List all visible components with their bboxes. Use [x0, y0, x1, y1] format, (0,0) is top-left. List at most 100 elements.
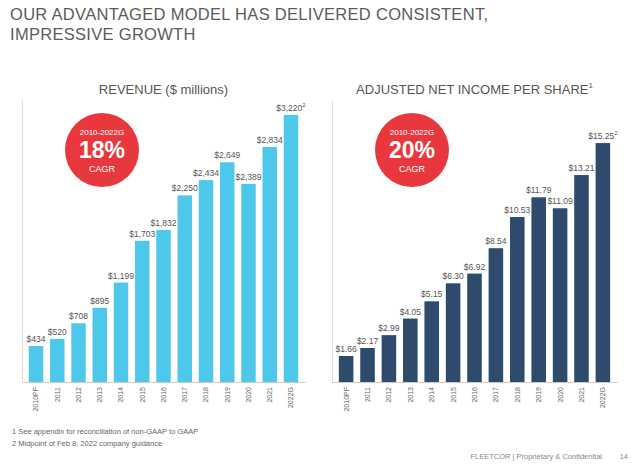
footnote: 2 Midpoint of Feb 8, 2022 company guidan…: [12, 439, 162, 448]
x-axis-line: [333, 382, 618, 383]
x-tick-label: 2021: [578, 387, 585, 403]
x-tick: 2014: [428, 382, 435, 403]
data-label: $15.252: [588, 130, 618, 141]
badge-text: CAGR: [399, 164, 426, 174]
x-tick-label: 2019: [535, 387, 542, 403]
bar: [382, 335, 397, 382]
data-label-text: $895: [90, 296, 109, 306]
bar: [241, 184, 255, 382]
chart-title: ADJUSTED NET INCOME PER SHARE1: [356, 81, 593, 97]
title-note: 1: [588, 81, 593, 90]
bar: [574, 175, 589, 382]
data-label: $708: [69, 311, 88, 321]
x-tick-label: 2014: [428, 387, 435, 403]
data-label: $520: [48, 327, 67, 337]
bar: [403, 319, 418, 382]
chart: ADJUSTED NET INCOME PER SHARE1 $1.66$2.17…: [333, 81, 619, 412]
x-tick: 2011: [54, 382, 61, 402]
x-tick-label: 2016: [471, 387, 478, 403]
x-axis: 2010PF2011201220132014201520162017201820…: [23, 382, 306, 412]
x-tick: 2013: [96, 382, 103, 403]
x-tick-label: 2015: [139, 387, 146, 403]
bar: [50, 339, 64, 382]
y-axis-line: [332, 101, 333, 383]
data-label-text: $3,220: [276, 103, 302, 113]
cagr-badge: 2010-2022G20%CAGR: [375, 113, 449, 187]
x-tick: 2017: [492, 382, 499, 403]
x-axis-line: [23, 382, 306, 383]
data-label-text: $1,832: [151, 218, 177, 228]
y-axis: [332, 101, 333, 383]
data-label-text: $2.99: [378, 323, 400, 333]
bar: [220, 162, 234, 382]
bar: [467, 274, 482, 382]
x-tick-label: 2014: [117, 387, 124, 403]
badge-text: 2010-2022G: [80, 128, 124, 137]
bar: [510, 217, 525, 382]
chart-title-text: REVENUE ($ millions): [99, 82, 228, 97]
data-label: $2,389: [235, 172, 261, 182]
data-label-text: $1.66: [335, 344, 357, 354]
data-label-text: $708: [69, 311, 88, 321]
x-tick: 2017: [181, 382, 188, 403]
data-label-text: $15.25: [588, 131, 614, 141]
x-tick: 2022G: [599, 382, 606, 408]
bar: [489, 248, 504, 382]
data-label-text: $2.17: [357, 336, 379, 346]
chart: REVENUE ($ millions) $434$520$708$895 $1,1…: [23, 82, 307, 412]
badge-text: CAGR: [89, 164, 116, 174]
bar: [93, 308, 107, 382]
x-tick: 2011: [364, 382, 371, 402]
data-label-text: $2,434: [193, 168, 219, 178]
x-tick: 2020: [245, 382, 252, 403]
x-tick-label: 2011: [364, 387, 371, 402]
page-title: IMPRESSIVE GROWTH: [10, 25, 196, 43]
data-label-text: $6.92: [464, 262, 486, 272]
bar: [284, 115, 298, 382]
data-label: $2,649: [214, 150, 240, 160]
bar: [156, 230, 170, 382]
bar: [596, 143, 611, 382]
data-label: $1.66: [335, 344, 357, 354]
cagr-badge: 2010-2022G18%CAGR: [65, 113, 139, 187]
x-tick-label: 2022G: [287, 387, 294, 408]
x-tick: 2016: [471, 382, 478, 403]
bar: [263, 147, 277, 382]
badge-text: 20%: [389, 137, 435, 163]
chart-title: REVENUE ($ millions): [99, 82, 228, 97]
data-label: $2.17: [357, 336, 379, 346]
x-tick: 2015: [450, 382, 457, 403]
data-label-text: $2,834: [257, 135, 283, 145]
data-label: $2.99: [378, 323, 400, 333]
y-axis-line: [22, 101, 23, 383]
bar: [424, 301, 439, 382]
x-tick-label: 2017: [181, 387, 188, 403]
badge-circle: [65, 113, 139, 187]
bar: [178, 195, 192, 382]
data-label-text: $8.54: [485, 236, 507, 246]
x-tick: 2015: [139, 382, 146, 403]
bar: [446, 283, 461, 382]
x-tick-label: 2010PF: [343, 387, 350, 412]
x-tick: 2019: [224, 382, 231, 403]
x-tick: 2020: [557, 382, 564, 403]
bar: [360, 348, 375, 382]
x-tick: 2021: [266, 382, 273, 403]
data-label: $434: [27, 334, 46, 344]
data-label-text: $434: [27, 334, 46, 344]
x-tick: 2018: [514, 382, 521, 403]
data-label: $895: [90, 296, 109, 306]
x-tick-label: 2021: [266, 387, 273, 403]
x-axis: 2010PF2011201220132014201520162017201820…: [333, 382, 618, 412]
data-label-text: $2,250: [172, 183, 198, 193]
data-labels: $434$520$708$895 $1,199 $1,703$1,832 $2,250…: [27, 102, 307, 344]
data-label-text: $11.79: [526, 185, 552, 195]
x-tick-label: 2011: [54, 387, 61, 402]
data-label: $1,703: [129, 229, 155, 239]
bar: [114, 283, 128, 382]
data-label: $1,199: [108, 271, 134, 281]
footnote: 1 See appendix for reconciliation of non…: [12, 427, 198, 436]
x-tick-label: 2020: [245, 387, 252, 403]
x-tick: 2016: [160, 382, 167, 403]
x-tick-label: 2015: [450, 387, 457, 403]
